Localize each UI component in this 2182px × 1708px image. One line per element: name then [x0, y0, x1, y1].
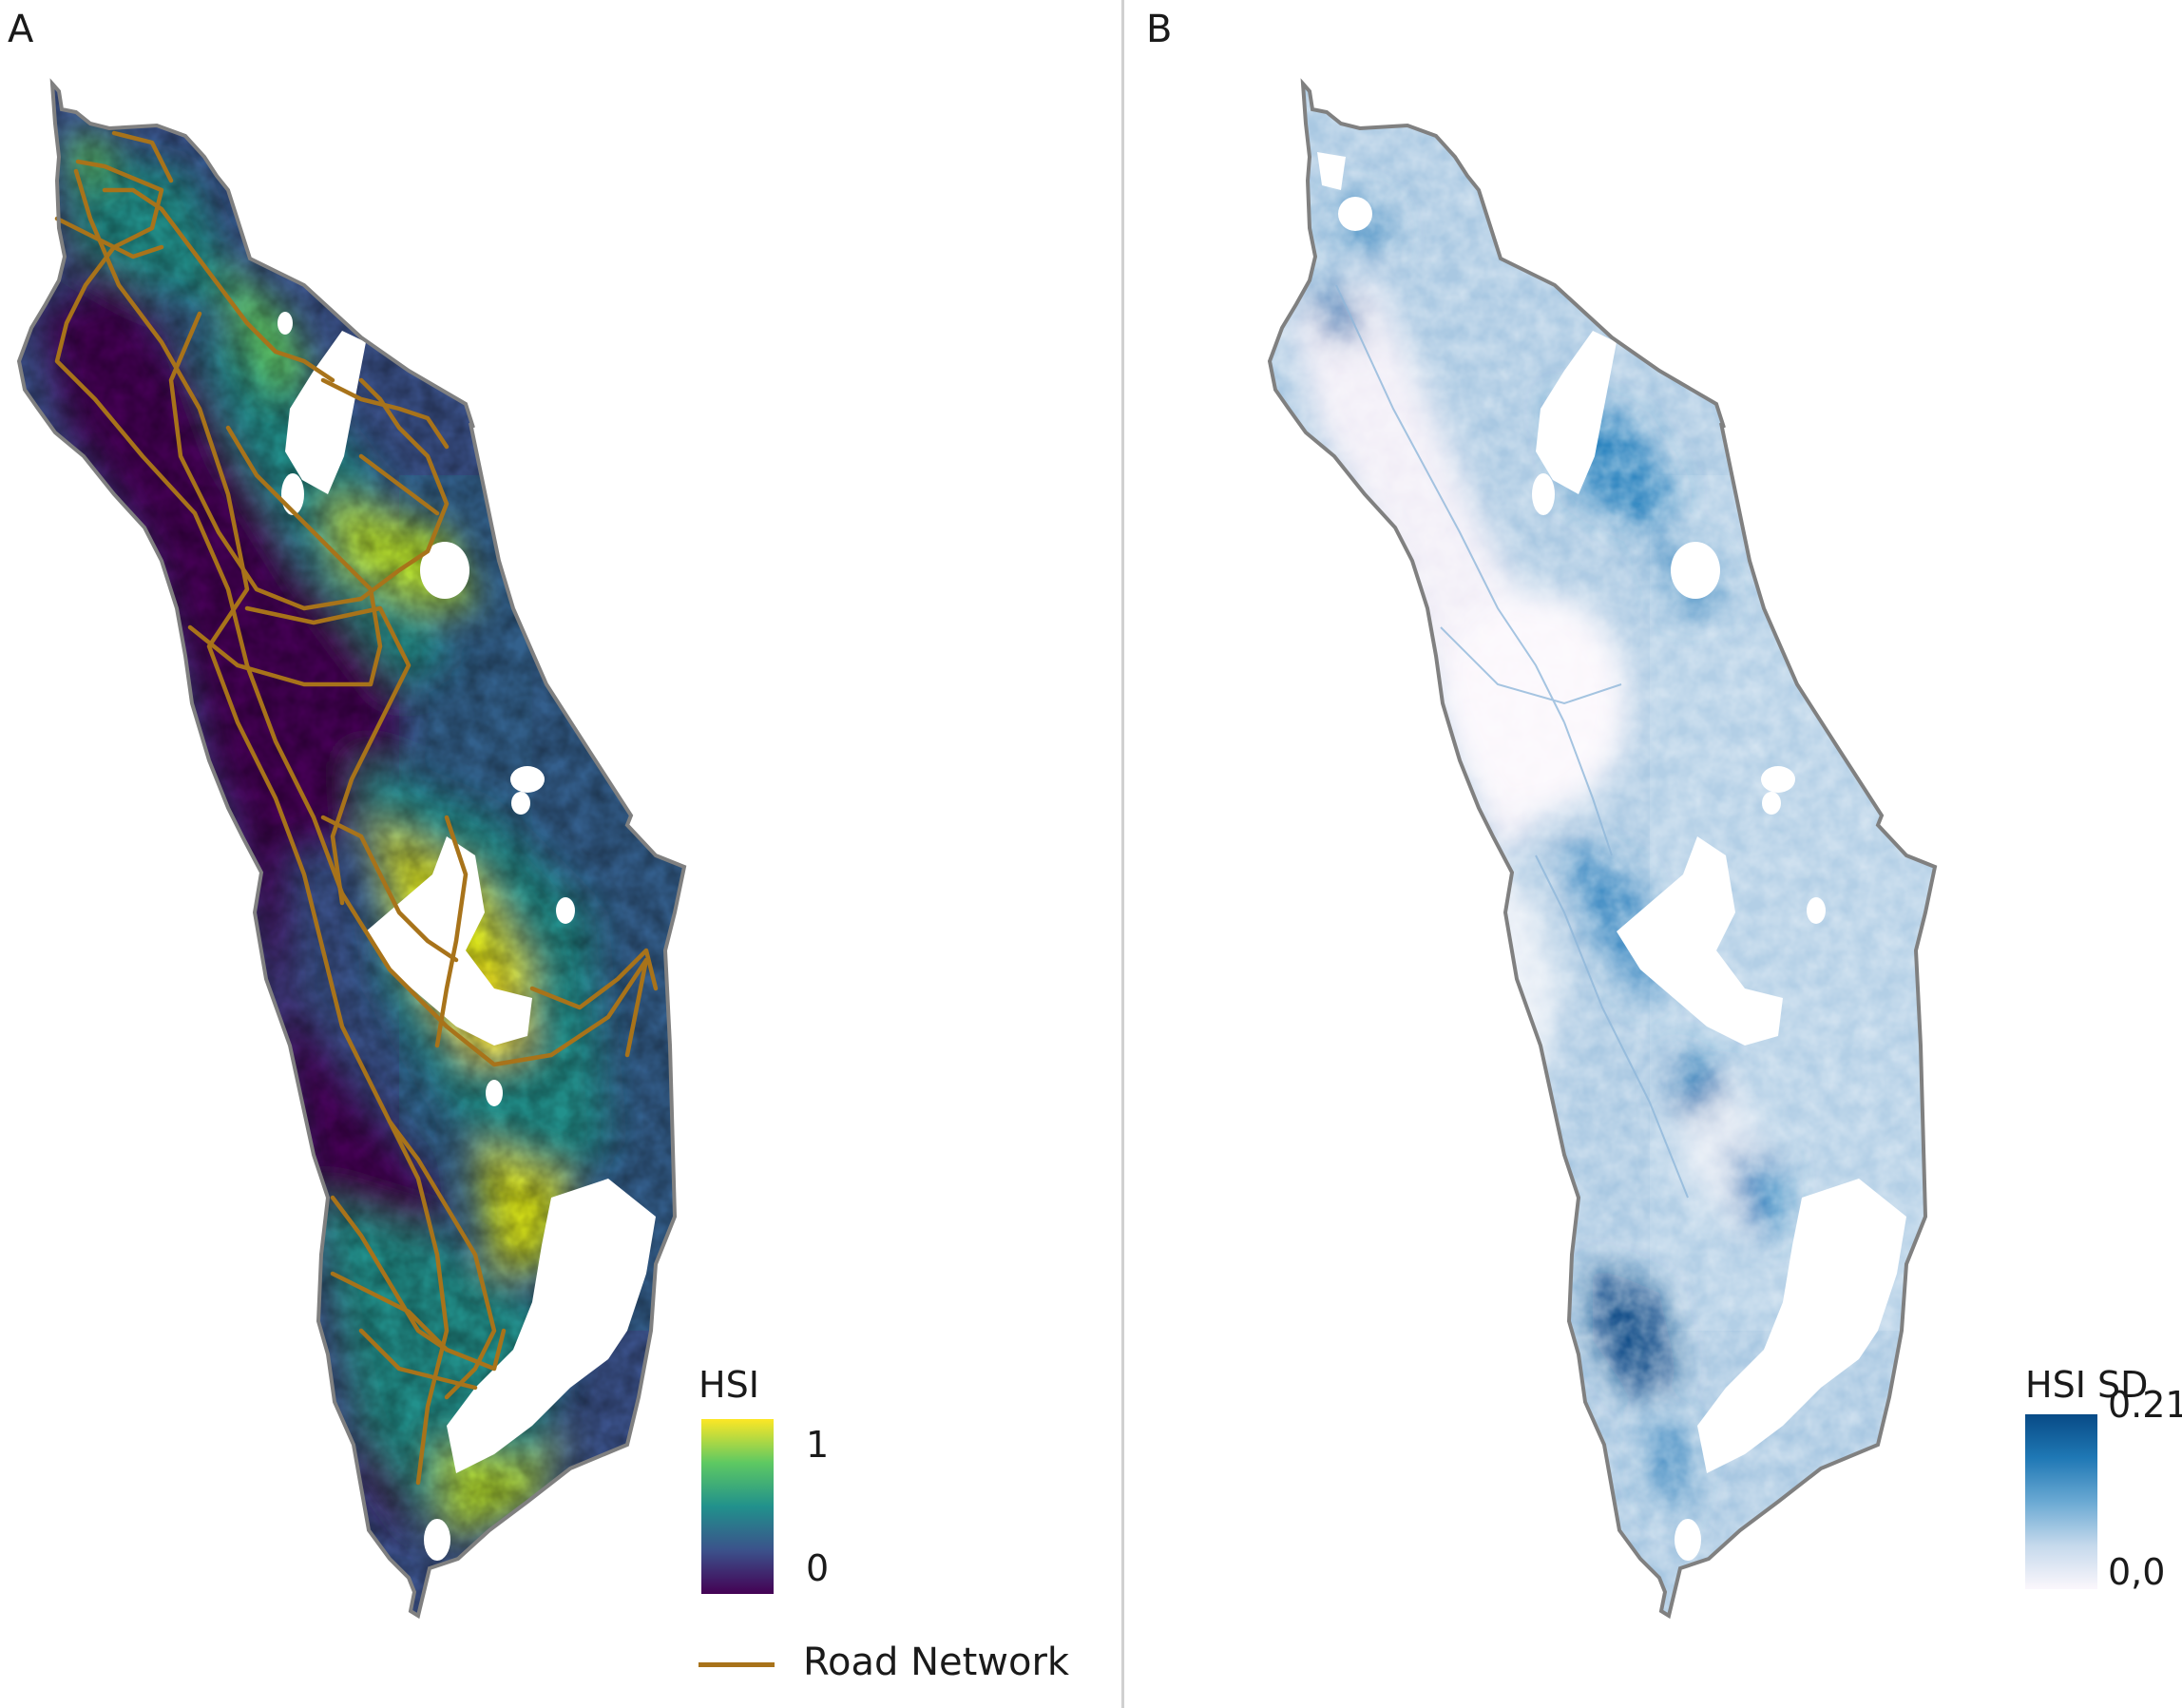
hsi-sd-legend-max-label: 0.21	[2108, 1384, 2182, 1426]
hsi-map	[17, 82, 686, 1618]
panel-a: A	[8, 8, 1070, 1684]
hsi-legend-min-label: 0	[806, 1547, 830, 1589]
hsi-sd-legend-min-label: 0,0	[2108, 1551, 2166, 1593]
road-network	[54, 130, 659, 1486]
hsi-colorbar	[701, 1419, 774, 1594]
road-network-legend-swatch	[699, 1662, 775, 1667]
hsi-legend-title: HSI	[699, 1364, 759, 1406]
hsi-raster	[19, 84, 684, 1616]
panel-divider	[1121, 0, 1124, 1708]
panel-b: B	[1127, 0, 2182, 1708]
hsi-sd-map	[1268, 82, 1937, 1618]
hsi-sd-colorbar	[2025, 1414, 2097, 1589]
panel-b-letter: B	[1146, 8, 1173, 51]
road-network-legend-label: Road Network	[803, 1641, 1070, 1684]
hsi-legend-max-label: 1	[806, 1424, 830, 1466]
hsi-sd-legend-title: HSI SD	[2025, 1364, 2149, 1406]
panel-a-letter: A	[8, 8, 34, 51]
